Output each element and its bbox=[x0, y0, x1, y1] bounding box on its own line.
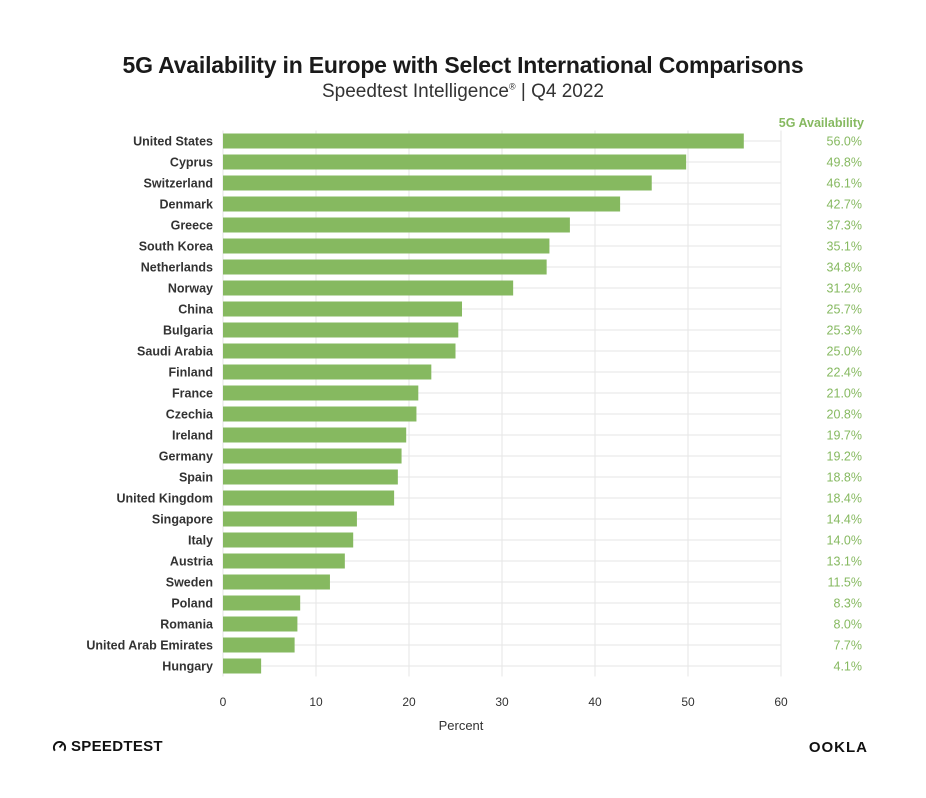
category-label: Italy bbox=[188, 534, 213, 548]
value-label: 21.0% bbox=[827, 387, 862, 401]
category-label: Spain bbox=[179, 471, 213, 485]
registered-mark: ® bbox=[508, 81, 516, 92]
bar bbox=[223, 406, 417, 422]
value-label: 31.2% bbox=[827, 282, 862, 296]
chart-title: 5G Availability in Europe with Select In… bbox=[122, 52, 804, 78]
speedtest-logo-text: SPEEDTEST bbox=[71, 738, 163, 755]
value-label: 56.0% bbox=[827, 135, 862, 149]
value-label: 8.3% bbox=[834, 597, 863, 611]
value-label: 46.1% bbox=[827, 177, 862, 191]
category-label: Germany bbox=[159, 450, 213, 464]
bar bbox=[223, 532, 354, 548]
category-label: Sweden bbox=[166, 576, 213, 590]
bar bbox=[223, 385, 419, 401]
value-label: 18.8% bbox=[827, 471, 862, 485]
value-label: 37.3% bbox=[827, 219, 862, 233]
value-label: 18.4% bbox=[827, 492, 862, 506]
value-label: 25.0% bbox=[827, 345, 862, 359]
value-label: 14.0% bbox=[827, 534, 862, 548]
bar bbox=[223, 217, 570, 233]
value-label: 11.5% bbox=[827, 576, 862, 590]
category-label: Austria bbox=[170, 555, 214, 569]
speedtest-logo: SPEEDTEST bbox=[52, 738, 163, 755]
value-label: 20.8% bbox=[827, 408, 862, 422]
category-label: South Korea bbox=[139, 240, 214, 254]
bar bbox=[223, 259, 547, 275]
value-label: 25.3% bbox=[827, 324, 862, 338]
category-label: United Arab Emirates bbox=[86, 639, 213, 653]
bar bbox=[223, 175, 652, 191]
bar bbox=[223, 490, 395, 506]
value-label: 19.2% bbox=[827, 450, 862, 464]
x-tick-label: 30 bbox=[495, 695, 509, 709]
ookla-logo: OOKLA bbox=[808, 739, 868, 756]
x-tick-label: 0 bbox=[220, 695, 227, 709]
value-label: 8.0% bbox=[834, 618, 863, 632]
category-label: Denmark bbox=[160, 198, 214, 212]
bar bbox=[223, 511, 357, 527]
chart-subtitle: Speedtest Intelligence® | Q4 2022 bbox=[0, 81, 926, 103]
value-label: 7.7% bbox=[834, 639, 863, 653]
category-label: Romania bbox=[160, 618, 214, 632]
category-label: Switzerland bbox=[144, 177, 213, 191]
value-label: 19.7% bbox=[827, 429, 862, 443]
bar bbox=[223, 280, 514, 296]
value-label: 22.4% bbox=[827, 366, 862, 380]
x-tick-label: 20 bbox=[402, 695, 416, 709]
bar bbox=[223, 448, 402, 464]
bar bbox=[223, 301, 463, 317]
value-label: 42.7% bbox=[827, 198, 862, 212]
x-tick-label: 10 bbox=[309, 695, 323, 709]
bar bbox=[223, 343, 456, 359]
category-label: Hungary bbox=[162, 660, 213, 674]
value-label: 25.7% bbox=[827, 303, 862, 317]
bar bbox=[223, 616, 298, 632]
bar bbox=[223, 574, 330, 590]
bar bbox=[223, 427, 407, 443]
category-label: Cyprus bbox=[170, 156, 213, 170]
category-label: Ireland bbox=[172, 429, 213, 443]
category-label: Norway bbox=[168, 282, 213, 296]
category-label: United States bbox=[133, 135, 213, 149]
category-label: France bbox=[172, 387, 213, 401]
bar bbox=[223, 658, 262, 674]
value-label: 13.1% bbox=[827, 555, 862, 569]
bar bbox=[223, 469, 398, 485]
x-axis-label: Percent bbox=[439, 718, 484, 733]
category-label: Singapore bbox=[152, 513, 213, 527]
category-label: Finland bbox=[169, 366, 213, 380]
x-tick-label: 60 bbox=[774, 695, 788, 709]
category-label: China bbox=[178, 303, 214, 317]
speedometer-icon bbox=[52, 741, 67, 752]
subtitle-suffix: | Q4 2022 bbox=[515, 81, 604, 102]
category-label: Poland bbox=[171, 597, 213, 611]
category-label: Czechia bbox=[166, 408, 214, 422]
bar bbox=[223, 595, 301, 611]
category-label: Saudi Arabia bbox=[137, 345, 214, 359]
category-label: United Kingdom bbox=[116, 492, 213, 506]
value-label: 35.1% bbox=[827, 240, 862, 254]
category-label: Netherlands bbox=[141, 261, 213, 275]
value-column-header: 5G Availability bbox=[779, 116, 864, 130]
bar bbox=[223, 154, 687, 170]
bar bbox=[223, 238, 550, 254]
bar bbox=[223, 196, 621, 212]
value-label: 49.8% bbox=[827, 156, 862, 170]
value-label: 4.1% bbox=[834, 660, 863, 674]
category-label: Greece bbox=[171, 219, 213, 233]
x-tick-label: 40 bbox=[588, 695, 602, 709]
value-label: 14.4% bbox=[827, 513, 862, 527]
subtitle-main: Speedtest Intelligence bbox=[322, 81, 509, 102]
bar bbox=[223, 322, 459, 338]
bar bbox=[223, 133, 744, 149]
bar bbox=[223, 364, 432, 380]
x-tick-label: 50 bbox=[681, 695, 695, 709]
bar bbox=[223, 553, 345, 569]
value-label: 34.8% bbox=[827, 261, 862, 275]
bar bbox=[223, 637, 295, 653]
category-label: Bulgaria bbox=[163, 324, 214, 338]
